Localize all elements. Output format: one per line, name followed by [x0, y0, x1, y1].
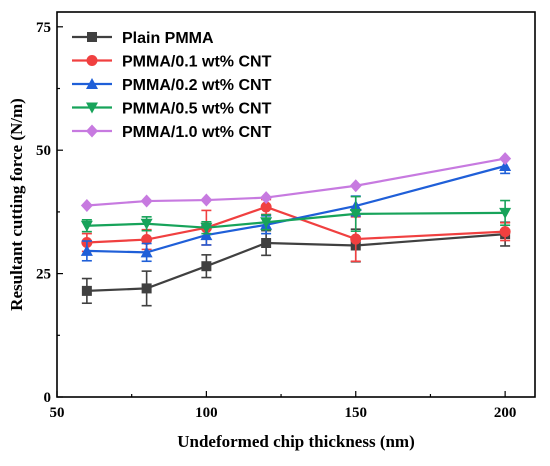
legend-entry-1: Plain PMMA	[72, 30, 214, 47]
data-point	[140, 194, 153, 208]
data-point	[499, 152, 512, 166]
y-tick-label: 0	[44, 390, 52, 406]
x-tick-label: 50	[50, 405, 65, 421]
data-point	[141, 234, 153, 246]
data-point	[141, 283, 152, 294]
data-point	[200, 193, 213, 207]
x-tick-label: 200	[494, 405, 517, 421]
data-point	[80, 220, 93, 232]
legend-label: PMMA/1.0 wt% CNT	[122, 124, 272, 141]
data-point	[260, 217, 273, 229]
legend-marker	[86, 102, 98, 114]
legend-label: Plain PMMA	[122, 30, 214, 47]
data-point	[499, 207, 512, 219]
legend-marker	[86, 55, 98, 66]
legend-entry-2: PMMA/0.1 wt% CNT	[72, 54, 272, 71]
series-line	[86, 211, 506, 229]
data-point	[499, 226, 511, 238]
series-4	[80, 195, 512, 235]
data-point	[80, 244, 93, 256]
data-point	[81, 285, 92, 296]
y-tick-label: 25	[36, 267, 51, 283]
legend-marker	[87, 32, 97, 42]
data-point	[140, 246, 153, 258]
axes: 50 100 150 200 0 25 50 75	[36, 11, 536, 421]
y-tick-label: 75	[36, 20, 51, 36]
data-point	[349, 179, 362, 193]
legend-marker	[86, 124, 98, 138]
legend: Plain PMMA PMMA/0.1 wt% CNT PMMA/0.2 wt% C…	[72, 30, 272, 141]
data-point	[140, 218, 153, 230]
data-point	[201, 261, 212, 272]
legend-entry-5: PMMA/1.0 wt% CNT	[72, 124, 272, 141]
legend-entry-3: PMMA/0.2 wt% CNT	[72, 77, 272, 94]
legend-label: PMMA/0.1 wt% CNT	[122, 54, 272, 71]
plot-frame	[56, 11, 536, 398]
data-point	[260, 201, 272, 213]
series-line	[86, 164, 506, 254]
data-point	[200, 229, 213, 241]
data-point	[80, 198, 93, 212]
data-point	[349, 208, 362, 220]
series-5	[80, 152, 512, 212]
x-axis-title: Undeformed chip thickness (nm)	[177, 432, 415, 451]
data-point	[350, 233, 362, 245]
data-point	[499, 160, 512, 171]
data-point	[261, 238, 272, 248]
y-axis-title: Resultant cutting force (N/m)	[7, 98, 26, 311]
legend-marker	[86, 78, 98, 89]
series-3	[80, 157, 512, 263]
x-tick-label: 150	[345, 405, 368, 421]
series-line	[86, 205, 506, 244]
series-line	[86, 233, 506, 292]
x-tick-label: 100	[195, 405, 218, 421]
series-line	[86, 157, 506, 207]
legend-label: PMMA/0.2 wt% CNT	[122, 77, 272, 94]
y-tick-label: 50	[36, 143, 51, 159]
data-point	[200, 222, 213, 234]
legend-label: PMMA/0.5 wt% CNT	[122, 101, 272, 118]
series-layer	[80, 152, 512, 307]
data-point	[260, 191, 273, 205]
legend-entry-4: PMMA/0.5 wt% CNT	[72, 101, 272, 118]
